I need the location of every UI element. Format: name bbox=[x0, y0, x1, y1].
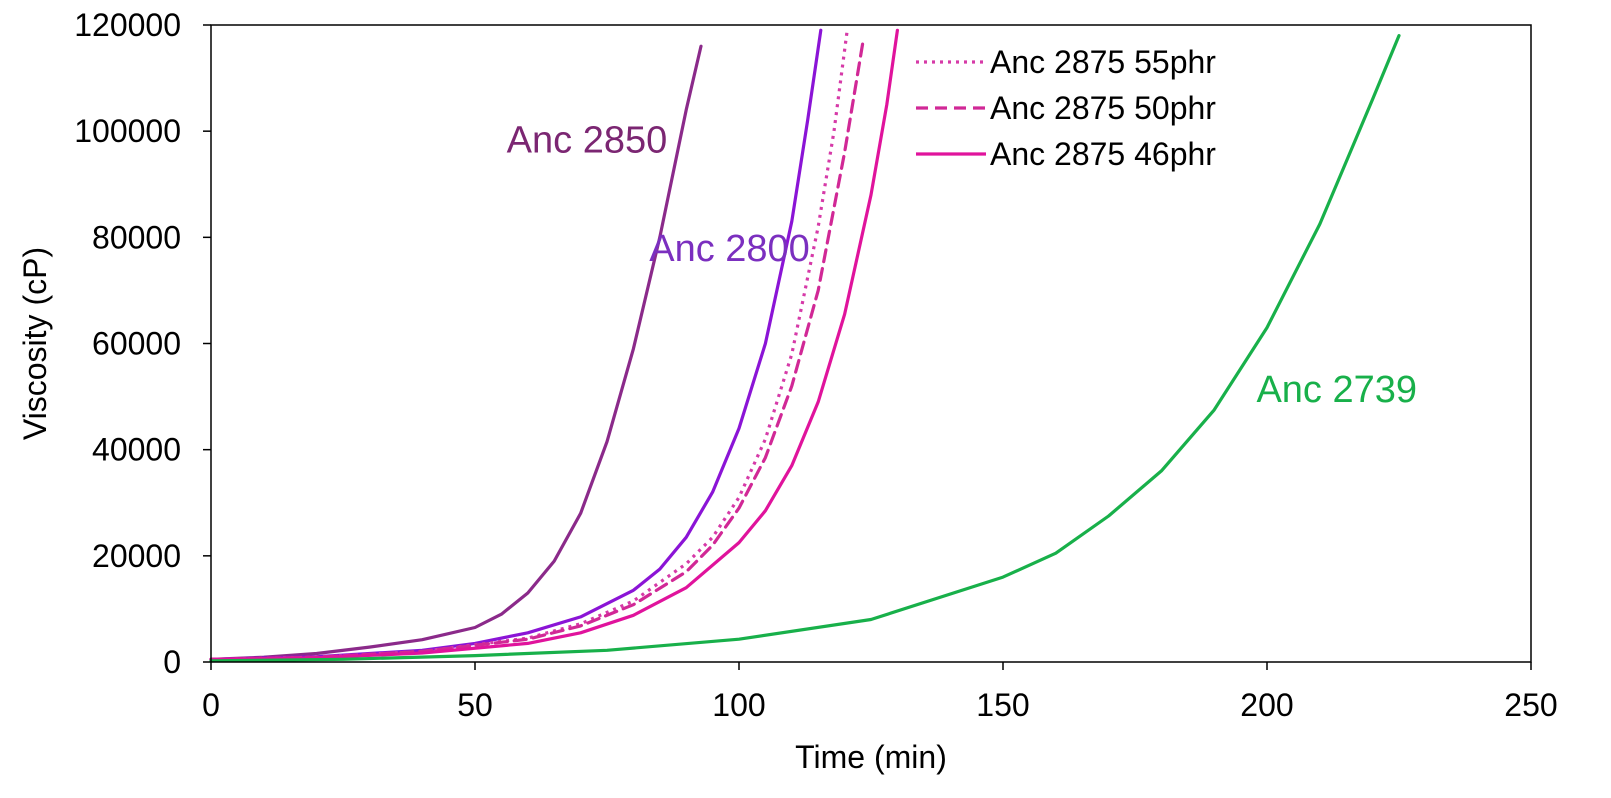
series-line-anc-2850 bbox=[209, 44, 703, 661]
x-tick-label: 0 bbox=[202, 687, 220, 723]
y-tick-label: 20000 bbox=[92, 538, 181, 574]
annotation-anc-2739: Anc 2739 bbox=[1256, 369, 1417, 411]
y-tick-label: 60000 bbox=[92, 326, 181, 362]
y-axis: 0 20000 40000 60000 80000 100000 120000 bbox=[74, 7, 211, 680]
series-line-anc-2875-55phr bbox=[210, 30, 849, 661]
x-axis-title: Time (min) bbox=[795, 739, 947, 775]
x-tick-label: 200 bbox=[1240, 687, 1293, 723]
series-annotations: Anc 2850 Anc 2800 Anc 2739 bbox=[507, 119, 1417, 410]
x-tick-label: 50 bbox=[457, 687, 493, 723]
x-axis: 0 50 100 150 200 250 bbox=[202, 662, 1558, 723]
annotation-anc-2850: Anc 2850 bbox=[507, 119, 668, 161]
x-tick-label: 250 bbox=[1504, 687, 1557, 723]
y-tick-label: 40000 bbox=[92, 432, 181, 468]
x-tick-label: 150 bbox=[976, 687, 1029, 723]
y-tick-label: 100000 bbox=[74, 113, 181, 149]
plot-lines bbox=[209, 28, 1401, 663]
y-tick-label: 80000 bbox=[92, 219, 181, 255]
series-line-anc-2875-46phr bbox=[209, 28, 899, 661]
series-line-anc-2875-50phr bbox=[209, 39, 865, 661]
legend-label-anc-2875-46phr: Anc 2875 46phr bbox=[990, 136, 1216, 172]
legend-label-anc-2875-50phr: Anc 2875 50phr bbox=[990, 90, 1216, 126]
legend: Anc 2875 55phr Anc 2875 50phr Anc 2875 46p… bbox=[916, 44, 1216, 172]
y-tick-label: 0 bbox=[163, 644, 181, 680]
y-axis-title: Viscosity (cP) bbox=[17, 247, 53, 440]
y-tick-label: 120000 bbox=[74, 7, 181, 43]
annotation-anc-2800: Anc 2800 bbox=[649, 228, 810, 270]
legend-label-anc-2875-55phr: Anc 2875 55phr bbox=[990, 44, 1216, 80]
series-line-anc-2739 bbox=[209, 34, 1401, 663]
plot-area-frame bbox=[210, 24, 1532, 663]
x-tick-label: 100 bbox=[712, 687, 765, 723]
